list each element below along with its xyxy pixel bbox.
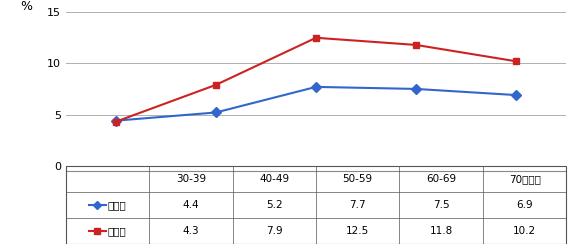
Text: 10.2: 10.2 [513, 226, 536, 236]
Text: 7.7: 7.7 [349, 200, 366, 210]
Text: 6.9: 6.9 [517, 200, 533, 210]
Text: 70세이상: 70세이상 [509, 174, 541, 184]
Text: 맞춤형: 맞춤형 [108, 200, 126, 210]
Text: 4.3: 4.3 [182, 226, 199, 236]
Text: 4.4: 4.4 [182, 200, 199, 210]
Text: 11.8: 11.8 [430, 226, 453, 236]
Text: %: % [21, 0, 33, 12]
Text: 7.5: 7.5 [433, 200, 450, 210]
Text: 7.9: 7.9 [266, 226, 283, 236]
Text: 40-49: 40-49 [259, 174, 289, 184]
Text: 5.2: 5.2 [266, 200, 283, 210]
Text: 12.5: 12.5 [346, 226, 370, 236]
Text: 국건영: 국건영 [108, 226, 126, 236]
Text: 60-69: 60-69 [426, 174, 456, 184]
Text: 50-59: 50-59 [343, 174, 373, 184]
Text: 30-39: 30-39 [176, 174, 206, 184]
